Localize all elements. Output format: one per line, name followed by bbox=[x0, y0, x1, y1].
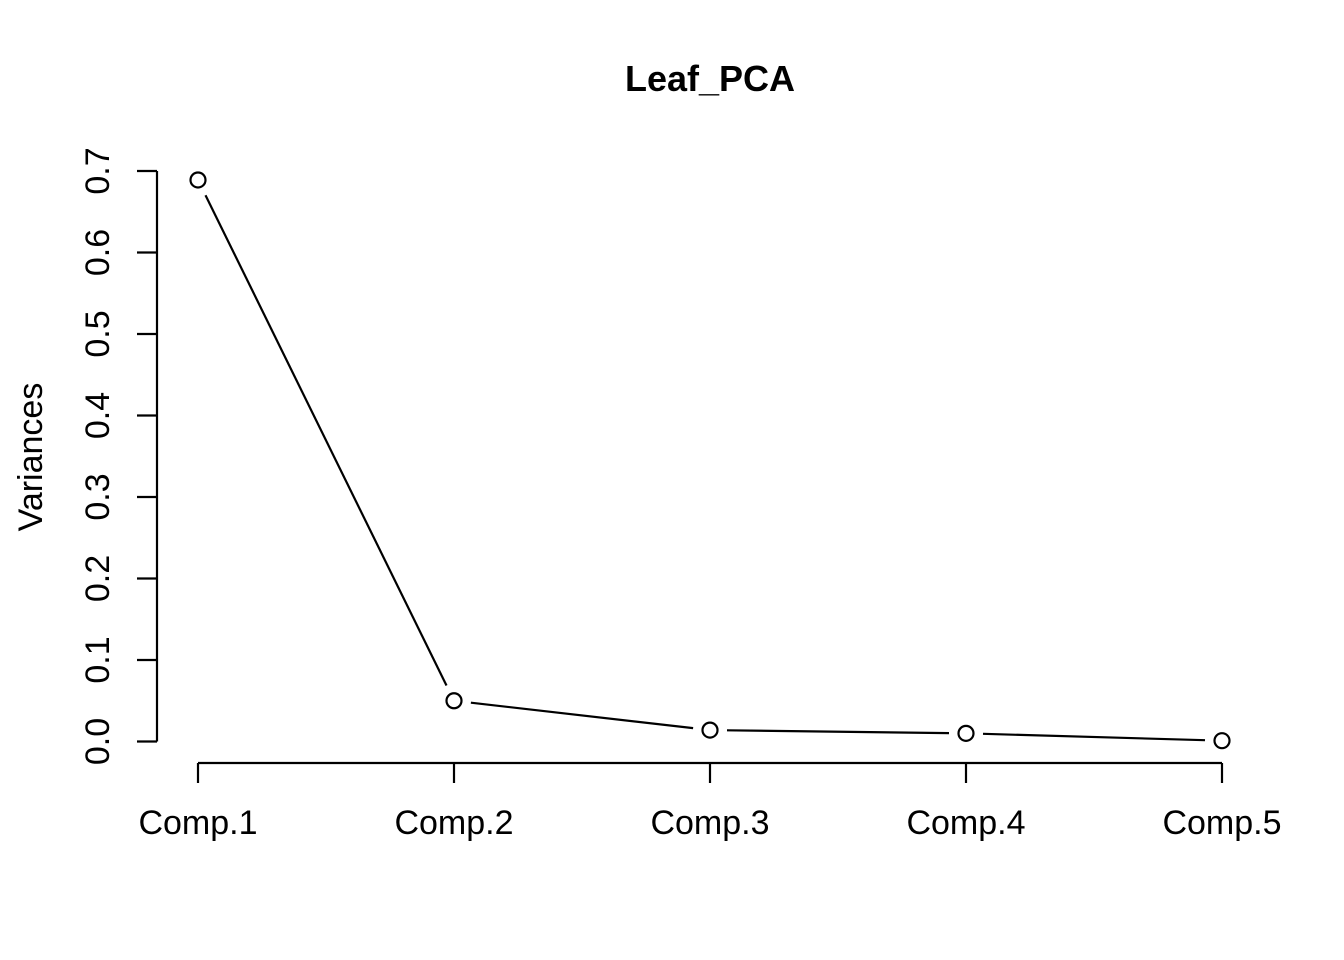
y-tick-label: 0.5 bbox=[79, 310, 117, 357]
y-tick-label: 0.7 bbox=[79, 147, 117, 194]
line-segment bbox=[204, 194, 448, 686]
line-segment bbox=[726, 729, 950, 735]
axes: 0.0 0.1 0.2 0.3 0.4 0.5 0.6 0.7 Comp.1 Comp.2 Comp… bbox=[79, 147, 1282, 842]
data-point-comp-4 bbox=[957, 724, 975, 742]
line-segment bbox=[470, 701, 694, 730]
y-tick-label: 0.1 bbox=[79, 636, 117, 683]
data-point-comp-3 bbox=[701, 721, 719, 739]
line-segment bbox=[982, 732, 1206, 742]
data-point-comp-5 bbox=[1213, 732, 1231, 750]
x-tick-label: Comp.1 bbox=[138, 804, 257, 842]
variance-line-series bbox=[189, 171, 1231, 750]
y-axis-label: Variances bbox=[12, 383, 50, 532]
x-tick-label: Comp.5 bbox=[1162, 804, 1281, 842]
x-tick-label: Comp.2 bbox=[394, 804, 513, 842]
x-tick-label: Comp.3 bbox=[650, 804, 769, 842]
y-tick-label: 0.2 bbox=[79, 555, 117, 602]
chart-title: Leaf_PCA bbox=[625, 58, 795, 99]
data-point-comp-1 bbox=[189, 171, 207, 189]
y-tick-label: 0.3 bbox=[79, 473, 117, 520]
data-point-comp-2 bbox=[445, 692, 463, 710]
x-tick-label: Comp.4 bbox=[906, 804, 1025, 842]
y-tick-label: 0.6 bbox=[79, 229, 117, 276]
y-tick-label: 0.0 bbox=[79, 718, 117, 765]
y-tick-label: 0.4 bbox=[79, 392, 117, 439]
